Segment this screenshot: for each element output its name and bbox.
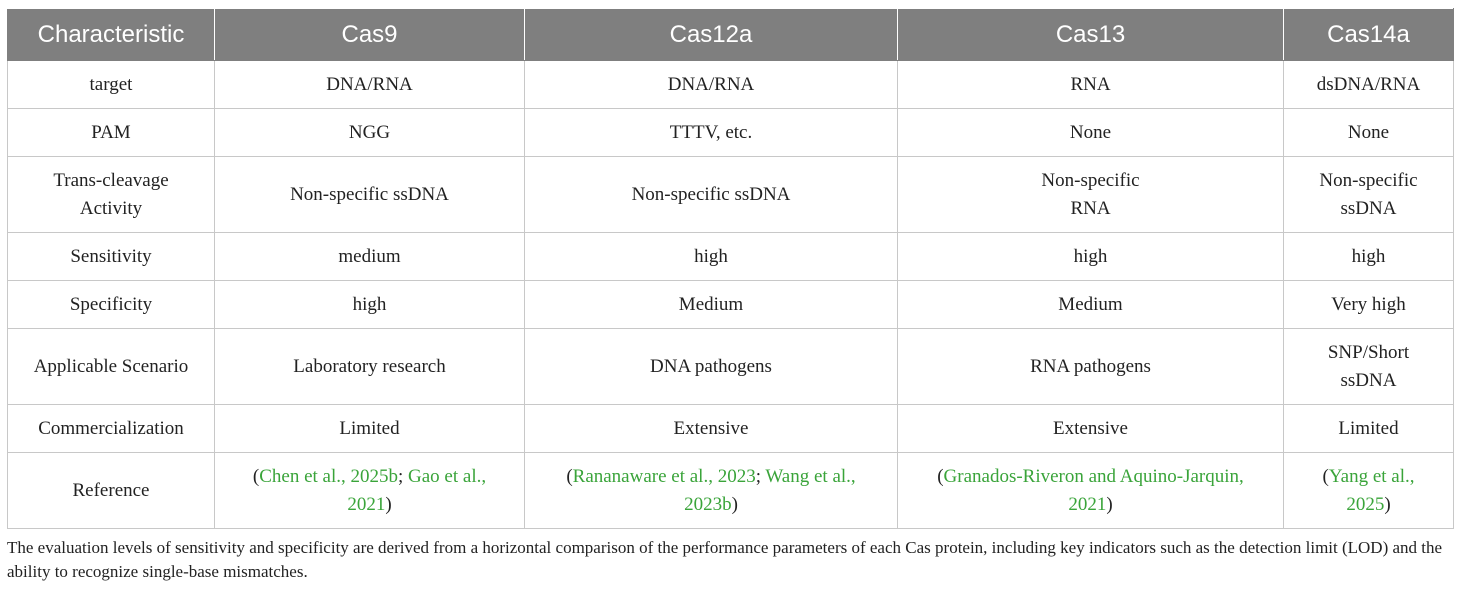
cell-cas13: high xyxy=(897,232,1284,281)
cell-line-1: SNP/Short xyxy=(1327,341,1410,363)
header-cas12a: Cas12a xyxy=(524,8,898,61)
cell-line-2: ssDNA xyxy=(1340,369,1397,391)
cell-cas12a: Extensive xyxy=(524,404,898,453)
row-label-line-2: Activity xyxy=(79,197,143,219)
table-row-specificity: Specificity high Medium Medium Very high xyxy=(7,280,1454,329)
cell-cas12a: TTTV, etc. xyxy=(524,108,898,157)
row-label: PAM xyxy=(7,108,215,157)
header-characteristic: Characteristic xyxy=(7,8,215,61)
cell-line-2: ssDNA xyxy=(1340,197,1397,219)
row-label: Applicable Scenario xyxy=(7,328,215,405)
cell-cas14a: None xyxy=(1283,108,1454,157)
table-header-row: Characteristic Cas9 Cas12a Cas13 Cas14a xyxy=(7,8,1454,61)
row-label: Trans-cleavage Activity xyxy=(7,156,215,233)
cell-cas14a: Very high xyxy=(1283,280,1454,329)
cell-cas14a: SNP/Short ssDNA xyxy=(1283,328,1454,405)
cell-cas13: Non-specific RNA xyxy=(897,156,1284,233)
reference-link-gao[interactable]: Gao et al., xyxy=(408,465,487,487)
cell-cas9: NGG xyxy=(214,108,525,157)
reference-link-granados[interactable]: Granados-Riveron and Aquino-Jarquin, xyxy=(943,465,1244,487)
reference-link-wang-year[interactable]: 2023b xyxy=(684,493,732,515)
separator: ; xyxy=(755,465,766,487)
separator: ; xyxy=(398,465,409,487)
cell-cas9: DNA/RNA xyxy=(214,60,525,109)
cell-line-1: Non-specific xyxy=(1319,169,1418,191)
reference-link-yang[interactable]: Yang et al., xyxy=(1328,465,1415,487)
cell-cas13: RNA xyxy=(897,60,1284,109)
cell-cas9: Laboratory research xyxy=(214,328,525,405)
header-cas9: Cas9 xyxy=(214,8,525,61)
cell-cas12a: DNA pathogens xyxy=(524,328,898,405)
close-paren: ) xyxy=(1384,493,1391,515)
cell-cas9: (Chen et al., 2025b; Gao et al., 2021) xyxy=(214,452,525,529)
close-paren: ) xyxy=(1106,493,1113,515)
reference-link-chen[interactable]: Chen et al., 2025b xyxy=(259,465,398,487)
cell-cas12a: Medium xyxy=(524,280,898,329)
open-paren: ( xyxy=(937,465,944,487)
cell-cas13: None xyxy=(897,108,1284,157)
cell-line-1: Non-specific xyxy=(1041,169,1140,191)
row-label: Commercialization xyxy=(7,404,215,453)
cell-cas12a: DNA/RNA xyxy=(524,60,898,109)
table-row-trans-cleavage: Trans-cleavage Activity Non-specific ssD… xyxy=(7,156,1454,233)
cell-cas12a: (Rananaware et al., 2023; Wang et al., 2… xyxy=(524,452,898,529)
table-row-commercialization: Commercialization Limited Extensive Exte… xyxy=(7,404,1454,453)
cell-cas13: Extensive xyxy=(897,404,1284,453)
open-paren: ( xyxy=(1322,465,1329,487)
close-paren: ) xyxy=(731,493,738,515)
cell-cas14a: Limited xyxy=(1283,404,1454,453)
header-cas13: Cas13 xyxy=(897,8,1284,61)
cell-cas9: Limited xyxy=(214,404,525,453)
cell-cas13: RNA pathogens xyxy=(897,328,1284,405)
header-cas14a: Cas14a xyxy=(1283,8,1454,61)
cell-cas12a: high xyxy=(524,232,898,281)
close-paren: ) xyxy=(385,493,392,515)
comparison-table: Characteristic Cas9 Cas12a Cas13 Cas14a … xyxy=(7,8,1454,529)
cell-cas14a: dsDNA/RNA xyxy=(1283,60,1454,109)
reference-link-gao-year[interactable]: 2021 xyxy=(347,493,386,515)
table-row-target: target DNA/RNA DNA/RNA RNA dsDNA/RNA xyxy=(7,60,1454,109)
open-paren: ( xyxy=(252,465,260,487)
row-label: Specificity xyxy=(7,280,215,329)
cell-cas14a: high xyxy=(1283,232,1454,281)
table-row-applicable-scenario: Applicable Scenario Laboratory research … xyxy=(7,328,1454,405)
row-label: Sensitivity xyxy=(7,232,215,281)
cell-cas13: (Granados-Riveron and Aquino-Jarquin, 20… xyxy=(897,452,1284,529)
cell-cas14a: (Yang et al., 2025) xyxy=(1283,452,1454,529)
reference-link-granados-year[interactable]: 2021 xyxy=(1068,493,1107,515)
open-paren: ( xyxy=(566,465,573,487)
cell-line-2: RNA xyxy=(1070,197,1111,219)
table-row-pam: PAM NGG TTTV, etc. None None xyxy=(7,108,1454,157)
cell-cas9: Non-specific ssDNA xyxy=(214,156,525,233)
cell-cas12a: Non-specific ssDNA xyxy=(524,156,898,233)
reference-link-rananaware[interactable]: Rananaware et al., 2023 xyxy=(572,465,756,487)
cell-cas13: Medium xyxy=(897,280,1284,329)
table-row-sensitivity: Sensitivity medium high high high xyxy=(7,232,1454,281)
reference-link-yang-year[interactable]: 2025 xyxy=(1346,493,1385,515)
row-label-line-1: Trans-cleavage xyxy=(53,169,169,191)
cell-cas9: high xyxy=(214,280,525,329)
row-label: Reference xyxy=(7,452,215,529)
row-label: target xyxy=(7,60,215,109)
cell-cas14a: Non-specific ssDNA xyxy=(1283,156,1454,233)
cell-cas9: medium xyxy=(214,232,525,281)
table-row-reference: Reference (Chen et al., 2025b; Gao et al… xyxy=(7,452,1454,529)
reference-link-wang[interactable]: Wang et al., xyxy=(765,465,856,487)
table-footnote: The evaluation levels of sensitivity and… xyxy=(7,538,1443,581)
